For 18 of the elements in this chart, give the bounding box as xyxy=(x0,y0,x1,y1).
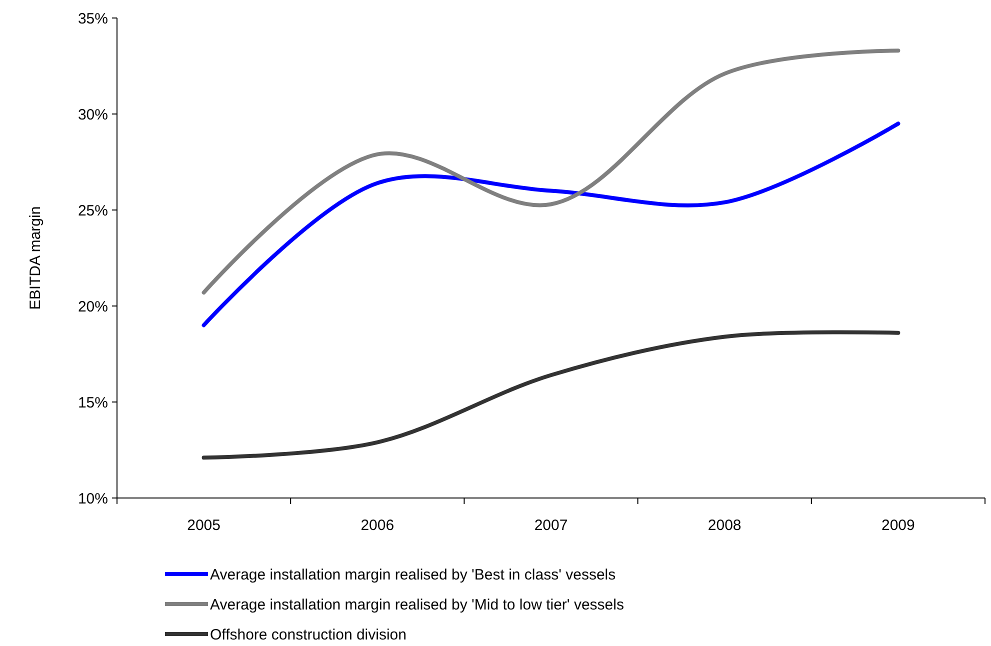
x-tick-label: 2009 xyxy=(882,517,915,534)
y-tick-label: 25% xyxy=(78,202,108,220)
legend-label: Average installation margin realised by 'Best in class' vessels xyxy=(210,566,616,584)
y-tick-label: 30% xyxy=(78,106,108,124)
legend-label: Offshore construction division xyxy=(210,626,406,644)
y-tick-label: 20% xyxy=(78,298,108,316)
line-series xyxy=(202,122,900,328)
x-tick-label: 2005 xyxy=(187,517,220,534)
y-axis-title: EBITDA margin xyxy=(27,206,44,310)
line-series xyxy=(202,330,900,460)
line-series xyxy=(202,48,900,295)
x-tick-label: 2007 xyxy=(534,517,568,534)
legend-label: Average installation margin realised by 'Mid to low tier' vessels xyxy=(210,596,624,614)
x-tick-label: 2008 xyxy=(708,517,742,534)
x-tick-label: 2006 xyxy=(360,517,394,534)
y-tick-label: 35% xyxy=(78,10,108,28)
y-tick-label: 15% xyxy=(78,394,108,412)
y-tick-label: 10% xyxy=(78,490,108,508)
